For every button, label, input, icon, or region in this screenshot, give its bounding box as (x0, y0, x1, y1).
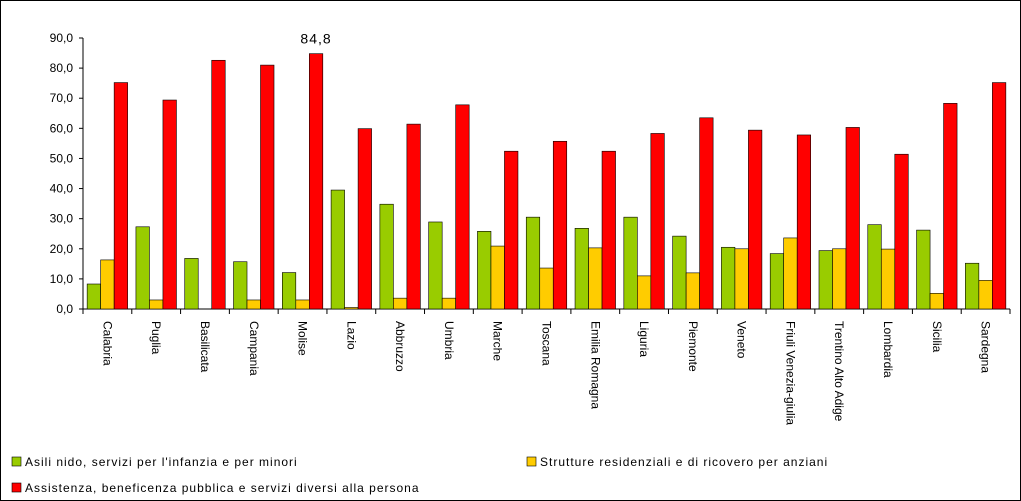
y-tick-label: 70,0 (50, 91, 74, 105)
bar (282, 272, 297, 310)
y-tick-label: 10,0 (50, 272, 74, 286)
bar (344, 307, 359, 310)
y-tick-label: 60,0 (50, 121, 74, 135)
x-tick-label: Basilicata (198, 321, 212, 373)
bar (721, 246, 736, 310)
x-tick-label: Lazio (344, 321, 358, 350)
bar (260, 64, 275, 310)
bar (211, 59, 226, 310)
bar (135, 226, 150, 310)
data-label: 84,8 (300, 31, 331, 47)
x-tick-label: Abbruzzo (393, 321, 407, 372)
y-tick-label: 50,0 (50, 151, 74, 165)
bar (916, 229, 931, 310)
x-tick-label: Lombardia (881, 321, 895, 378)
bar (113, 82, 128, 310)
bar (428, 221, 443, 310)
bar (978, 280, 993, 310)
bar (525, 216, 541, 310)
bar (477, 231, 492, 310)
bar (992, 82, 1007, 310)
bar (672, 235, 687, 310)
bar (867, 224, 882, 310)
x-tick-label: Friuli Venezia-giulia (783, 321, 797, 425)
bar (685, 272, 700, 310)
x-tick-label: Emilia Romagna (588, 321, 602, 409)
bar (769, 253, 784, 310)
y-tick-label: 20,0 (50, 242, 74, 256)
bar (504, 150, 519, 310)
legend-swatch (11, 456, 22, 467)
x-tick-label: Sardegna (979, 321, 993, 373)
bar (441, 297, 456, 310)
legend-label: Strutture residenziali e di ricovero per… (540, 455, 828, 469)
bar (574, 228, 589, 310)
bar (832, 248, 847, 310)
y-tick-label: 0,0 (56, 302, 73, 316)
bar (601, 150, 616, 310)
bar (845, 127, 860, 310)
bar (965, 262, 980, 310)
bar (295, 299, 310, 310)
bar (623, 216, 638, 310)
x-tick-label: Calabria (100, 321, 114, 366)
x-tick-label: Sicilia (930, 321, 944, 353)
bar (880, 248, 896, 310)
bar (86, 283, 101, 310)
x-tick-label: Puglia (149, 321, 163, 355)
bar (246, 299, 261, 310)
x-tick-label: Veneto (735, 321, 749, 359)
x-tick-label: Toscana (540, 321, 554, 366)
legend-label: Assistenza, beneficenza pubblica e servi… (25, 481, 420, 495)
x-tick-label: Molise (296, 321, 310, 356)
bar (490, 245, 505, 310)
bar (455, 104, 470, 310)
bar (233, 261, 248, 310)
bar (783, 237, 798, 310)
bar (184, 258, 199, 310)
bar (406, 123, 421, 310)
bar (393, 297, 408, 310)
legend-swatch (11, 482, 22, 493)
bar (357, 128, 372, 310)
y-tick-label: 40,0 (50, 182, 74, 196)
bar (100, 259, 115, 310)
y-tick-label: 30,0 (50, 212, 74, 226)
bar (894, 153, 909, 310)
bar (650, 133, 665, 310)
x-tick-label: Piemonte (686, 321, 700, 372)
x-tick-label: Umbria (442, 321, 456, 360)
bar (796, 134, 811, 310)
y-tick-label: 90,0 (50, 31, 74, 45)
x-tick-label: Marche (491, 321, 505, 361)
bar (330, 189, 345, 310)
bar (162, 99, 177, 310)
bar (943, 103, 958, 310)
bar (539, 267, 554, 310)
bar (699, 117, 714, 310)
bar (379, 203, 394, 310)
bar (637, 275, 652, 310)
bar (309, 53, 324, 310)
bar (149, 299, 164, 310)
x-tick-label: Trentino Alto Adige (832, 321, 846, 422)
legend-label: Asili nido, servizi per l'infanzia e per… (25, 455, 298, 469)
x-tick-label: Liguria (637, 321, 651, 357)
bar (929, 293, 944, 310)
bar (818, 250, 833, 310)
legend-swatch (526, 456, 537, 467)
bar (588, 247, 603, 310)
bar (552, 140, 568, 310)
bar (748, 129, 763, 310)
x-tick-label: Campania (247, 321, 261, 376)
bar (734, 248, 749, 310)
y-tick-label: 80,0 (50, 61, 74, 75)
